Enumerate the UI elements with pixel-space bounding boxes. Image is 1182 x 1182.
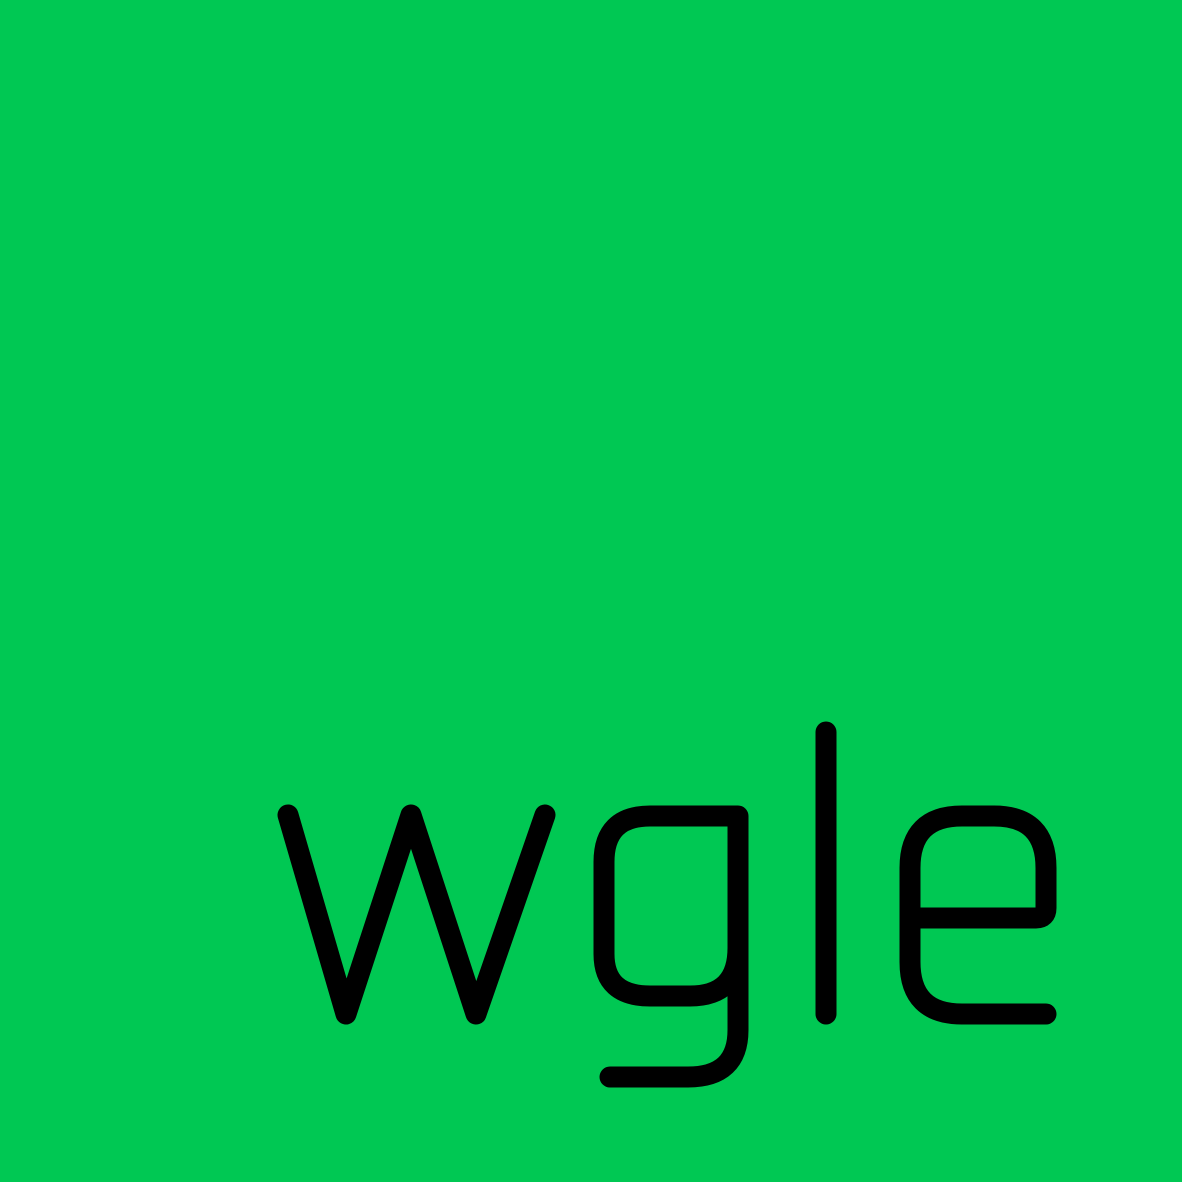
letter-g bbox=[593, 805, 749, 1088]
wordmark-letters bbox=[277, 721, 1057, 1088]
letter-e bbox=[899, 805, 1057, 1025]
letter-w bbox=[277, 804, 556, 1025]
